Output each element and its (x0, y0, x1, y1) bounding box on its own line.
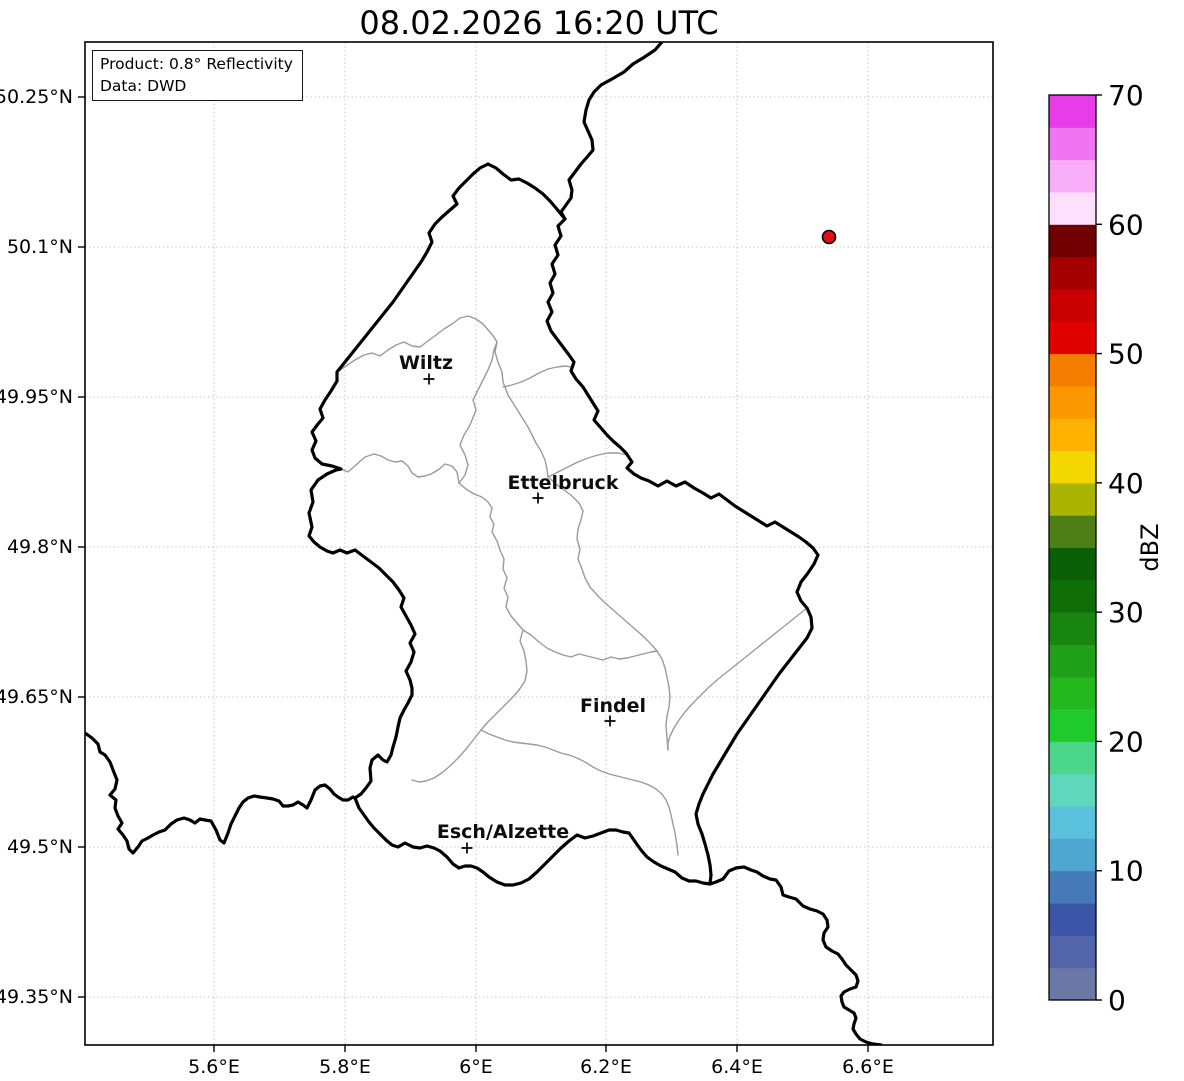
x-tick-label: 6.2°E (580, 1056, 632, 1078)
product-info-box: Product: 0.8° Reflectivity Data: DWD (92, 50, 303, 101)
colorbar-segment (1049, 159, 1096, 193)
colorbar-segment (1049, 838, 1096, 872)
colorbar: 0 10 20 30 40 50 60 70 dBZ (1048, 79, 1164, 1017)
city-annotations: Wiltz Ettelbruck Findel Esch/Alzette (399, 352, 646, 854)
colorbar-segment (1049, 191, 1096, 225)
colorbar-segment (1049, 256, 1096, 290)
colorbar-segment (1049, 385, 1096, 419)
colorbar-segment (1049, 547, 1096, 581)
colorbar-segment (1049, 450, 1096, 484)
colorbar-tick-label: 60 (1108, 208, 1144, 241)
colorbar-segment (1049, 773, 1096, 807)
colorbar-segment (1049, 579, 1096, 613)
y-tick-label: 49.35°N (0, 986, 73, 1008)
colorbar-outline (1048, 94, 1097, 1001)
colorbar-segment (1049, 709, 1096, 742)
axis-ticks: 5.6°E 5.8°E 6°E 6.2°E 6.4°E 6.6°E 50.25°N 50.1°… (0, 86, 894, 1078)
district-line-9 (411, 629, 528, 783)
city-marker-findel (604, 715, 616, 727)
colorbar-tick-label: 40 (1108, 467, 1144, 500)
colorbar-segment (1049, 903, 1096, 936)
district-line-6 (458, 482, 524, 631)
colorbar-tick-label: 50 (1108, 338, 1144, 371)
colorbar-segment (1049, 515, 1096, 548)
city-marker-esch-alzette (461, 842, 473, 854)
france-belgium-border (85, 731, 357, 855)
luxembourg-outline (307, 162, 820, 887)
colorbar-tick-label: 0 (1108, 984, 1126, 1017)
colorbar-segment (1049, 95, 1096, 128)
y-tick-label: 49.8°N (7, 536, 73, 558)
colorbar-segment (1049, 127, 1096, 161)
city-label-findel: Findel (580, 695, 646, 717)
x-tick-label: 5.8°E (319, 1056, 371, 1078)
colorbar-segment (1049, 676, 1096, 710)
colorbar-unit-label: dBZ (1136, 523, 1164, 571)
y-tick-label: 49.5°N (7, 836, 73, 858)
district-line-5 (494, 341, 549, 478)
plot-frame (84, 41, 994, 1046)
city-marker-ettelbruck (532, 492, 544, 504)
gridlines (85, 42, 993, 1045)
y-tick-label: 50.25°N (0, 86, 73, 108)
x-tick-label: 5.6°E (188, 1056, 240, 1078)
y-tick-label: 49.65°N (0, 686, 73, 708)
colorbar-segment (1049, 967, 1096, 1001)
colorbar-tick-label: 10 (1108, 855, 1144, 888)
colorbar-segment (1049, 870, 1096, 904)
colorbar-segment (1049, 224, 1096, 258)
city-marker-wiltz (423, 373, 435, 385)
x-tick-label: 6°E (459, 1056, 493, 1078)
x-tick-label: 6.4°E (711, 1056, 763, 1078)
y-tick-label: 49.95°N (0, 386, 73, 408)
district-line-4 (502, 365, 573, 388)
city-label-ettelbruck: Ettelbruck (508, 472, 619, 494)
district-line-10 (480, 729, 679, 856)
colorbar-segment (1049, 935, 1096, 969)
colorbar-segment (1049, 741, 1096, 775)
colorbar-segment (1049, 288, 1096, 322)
colorbar-tick-label: 30 (1108, 596, 1144, 629)
colorbar-segment (1049, 612, 1096, 645)
colorbar-segment (1049, 806, 1096, 839)
colorbar-segment (1049, 418, 1096, 452)
plot-title: 08.02.2026 16:20 UTC (359, 4, 719, 42)
colorbar-segment (1049, 321, 1096, 355)
district-line-12 (547, 452, 633, 478)
city-label-wiltz: Wiltz (399, 352, 453, 374)
product-line: Product: 0.8° Reflectivity (100, 55, 293, 73)
district-line-8 (522, 629, 658, 661)
district-line-1 (340, 453, 460, 484)
colorbar-segment (1049, 353, 1096, 387)
colorbar-tick-label: 70 (1108, 79, 1144, 112)
map-layers (85, 42, 883, 1045)
district-line-3 (336, 315, 498, 373)
district-line-11 (667, 607, 808, 751)
district-line-7 (547, 476, 671, 751)
data-source-line: Data: DWD (100, 77, 187, 95)
city-label-esch-alzette: Esch/Alzette (437, 821, 569, 843)
colorbar-segment (1049, 482, 1096, 516)
y-tick-label: 50.1°N (7, 236, 73, 258)
district-line-2 (458, 341, 498, 484)
colorbar-segment (1049, 644, 1096, 678)
belgium-germany-border (559, 42, 664, 221)
germany-france-border (708, 865, 883, 1045)
colorbar-tick-label: 20 (1108, 725, 1144, 758)
radar-site-dot (821, 229, 837, 245)
x-tick-label: 6.6°E (842, 1056, 894, 1078)
